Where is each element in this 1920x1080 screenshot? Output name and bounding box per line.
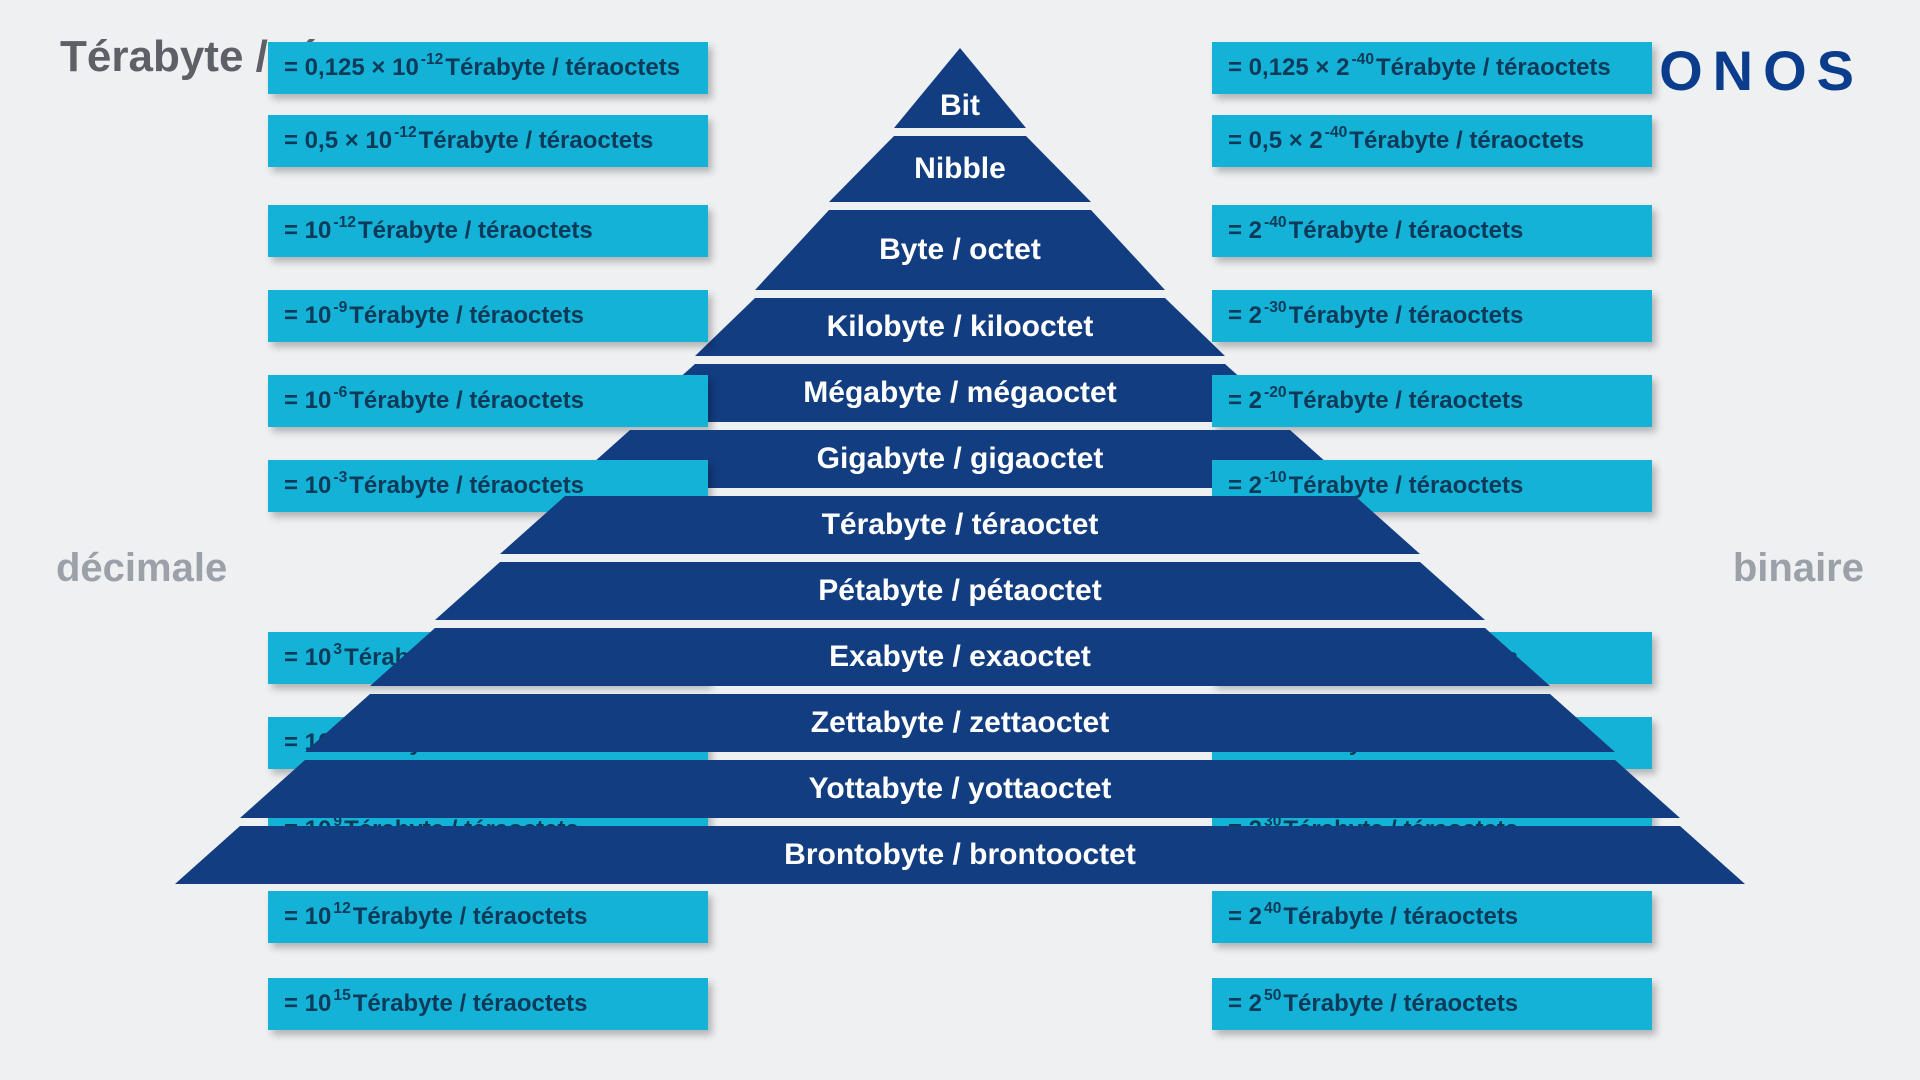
decimal-value-box: = 10-6 Térabyte / téraoctets [268,375,708,427]
pyramid-level-label: Kilobyte / kilooctet [827,310,1094,344]
pyramid-level: Kilobyte / kilooctet [695,298,1225,356]
value-suffix: Térabyte / téraoctets [358,217,593,245]
value-prefix: = 2 [1228,217,1262,245]
value-exponent: -12 [333,214,356,232]
value-exponent: -40 [1325,124,1348,142]
binary-value-box: = 2-40 Térabyte / téraoctets [1212,205,1652,257]
value-prefix: = 2 [1228,903,1262,931]
value-prefix: = 2 [1228,472,1262,500]
decimal-value-box: = 10-12 Térabyte / téraoctets [268,205,708,257]
value-exponent: -12 [394,124,417,142]
pyramid-level-label: Nibble [914,152,1006,186]
value-prefix: = 0,5 × 2 [1228,127,1323,155]
pyramid-level-label: Byte / octet [879,233,1041,267]
value-prefix: = 2 [1228,387,1262,415]
pyramid-level-label: Bit [940,89,980,123]
pyramid-level: Térabyte / téraoctet [500,496,1420,554]
decimal-value-box: = 1015 Térabyte / téraoctets [268,978,708,1030]
value-suffix: Térabyte / téraoctets [349,387,584,415]
value-prefix: = 0,125 × 10 [284,54,419,82]
pyramid-level-label: Térabyte / téraoctet [822,508,1099,542]
binary-value-box: = 2-30 Térabyte / téraoctets [1212,290,1652,342]
pyramid-level-label: Pétabyte / pétaoctet [818,574,1101,608]
value-suffix: Térabyte / téraoctets [1283,903,1518,931]
value-prefix: = 2 [1228,302,1262,330]
pyramid-level: Yottabyte / yottaoctet [240,760,1680,818]
value-exponent: -40 [1351,51,1374,69]
pyramid-level: Pétabyte / pétaoctet [435,562,1485,620]
value-exponent: -9 [333,299,347,317]
pyramid-level-label: Exabyte / exaoctet [829,640,1091,674]
pyramid-level: Bit [894,48,1026,128]
pyramid-level: Mégabyte / mégaoctet [630,364,1290,422]
value-exponent: -30 [1264,299,1287,317]
value-suffix: Térabyte / téraoctets [1283,990,1518,1018]
value-exponent: -20 [1264,384,1287,402]
value-exponent: 50 [1264,987,1281,1005]
value-suffix: Térabyte / téraoctets [1376,54,1611,82]
value-exponent: -12 [421,51,444,69]
decimal-value-box: = 0,125 × 10-12 Térabyte / téraoctets [268,42,708,94]
binary-value-box: = 2-20 Térabyte / téraoctets [1212,375,1652,427]
value-prefix: = 10 [284,644,331,672]
value-suffix: Térabyte / téraoctets [349,472,584,500]
binary-value-box: = 0,125 × 2-40 Térabyte / téraoctets [1212,42,1652,94]
value-exponent: -3 [333,469,347,487]
value-suffix: Térabyte / téraoctets [353,990,588,1018]
pyramid-level: Brontobyte / brontooctet [175,826,1745,884]
value-suffix: Térabyte / téraoctets [353,903,588,931]
decimal-value-box: = 1012 Térabyte / téraoctets [268,891,708,943]
pyramid-level-label: Zettabyte / zettaoctet [811,706,1109,740]
pyramid-level: Zettabyte / zettaoctet [305,694,1615,752]
binary-value-box: = 240 Térabyte / téraoctets [1212,891,1652,943]
pyramid-level: Byte / octet [755,210,1165,290]
value-prefix: = 10 [284,217,331,245]
value-suffix: Térabyte / téraoctets [1289,217,1524,245]
value-exponent: -10 [1264,469,1287,487]
value-prefix: = 0,5 × 10 [284,127,392,155]
value-prefix: = 0,125 × 2 [1228,54,1349,82]
decimal-value-box: = 10-9 Térabyte / téraoctets [268,290,708,342]
value-suffix: Térabyte / téraoctets [419,127,654,155]
value-prefix: = 2 [1228,990,1262,1018]
value-exponent: -6 [333,384,347,402]
pyramid-level: Exabyte / exaoctet [370,628,1550,686]
pyramid-stage: Bit= 0,125 × 10-12 Térabyte / téraoctets… [0,48,1920,1080]
value-suffix: Térabyte / téraoctets [349,302,584,330]
value-exponent: 3 [333,641,342,659]
value-suffix: Térabyte / téraoctets [445,54,680,82]
value-prefix: = 10 [284,302,331,330]
pyramid-level-label: Yottabyte / yottaoctet [809,772,1112,806]
value-prefix: = 10 [284,903,331,931]
value-exponent: 15 [333,987,350,1005]
pyramid-level: Nibble [829,136,1091,202]
value-suffix: Térabyte / téraoctets [1349,127,1584,155]
value-exponent: 40 [1264,900,1281,918]
value-prefix: = 10 [284,387,331,415]
value-suffix: Térabyte / téraoctets [1289,472,1524,500]
binary-value-box: = 250 Térabyte / téraoctets [1212,978,1652,1030]
pyramid-level-label: Brontobyte / brontooctet [784,838,1136,872]
decimal-value-box: = 0,5 × 10-12 Térabyte / téraoctets [268,115,708,167]
value-prefix: = 10 [284,990,331,1018]
pyramid-level-label: Mégabyte / mégaoctet [803,376,1116,410]
value-prefix: = 10 [284,472,331,500]
value-suffix: Térabyte / téraoctets [1289,387,1524,415]
value-exponent: -40 [1264,214,1287,232]
pyramid-level-label: Gigabyte / gigaoctet [817,442,1104,476]
value-exponent: 12 [333,900,350,918]
value-suffix: Térabyte / téraoctets [1289,302,1524,330]
binary-value-box: = 0,5 × 2-40 Térabyte / téraoctets [1212,115,1652,167]
